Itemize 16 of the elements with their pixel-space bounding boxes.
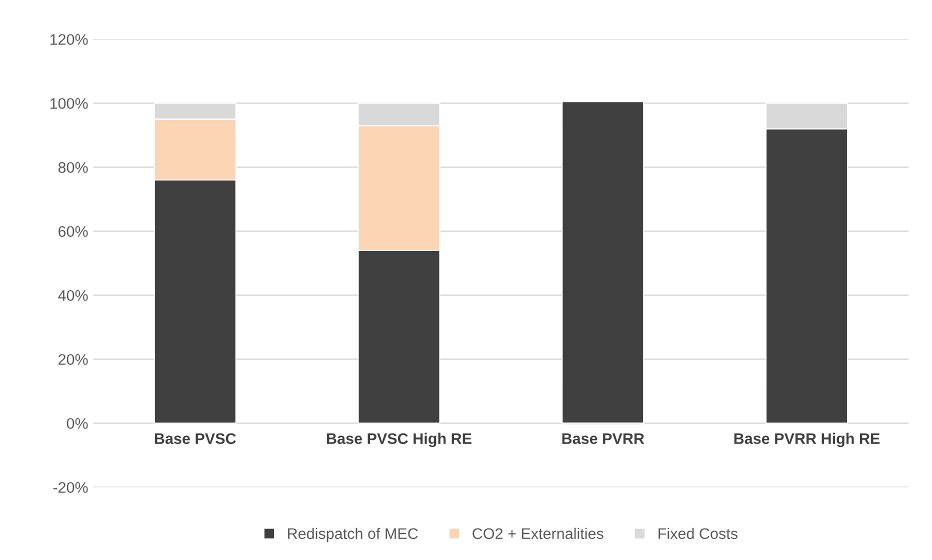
y-tick-label: 60% <box>58 226 88 237</box>
y-tick-label: 80% <box>58 162 88 173</box>
y-tick-label: 40% <box>58 290 88 301</box>
legend-label: Fixed Costs <box>658 528 738 540</box>
bar <box>562 101 644 424</box>
legend-label: Redispatch of MEC <box>288 528 418 542</box>
y-tick-label: 100% <box>50 98 88 109</box>
x-tick-label: Base PVRR High RE <box>734 432 880 448</box>
legend-label: CO2 + Externalities <box>472 528 604 540</box>
x-tick-label: Base PVSC High RE <box>327 432 472 448</box>
y-tick-label: 120% <box>50 34 88 45</box>
y-tick-label: 20% <box>58 354 88 365</box>
y-tick-label: -20% <box>53 482 88 493</box>
x-tick-label: Base PVSC <box>154 433 236 444</box>
y-tick-label: 0% <box>66 418 88 429</box>
x-tick-label: Base PVRR <box>562 433 644 444</box>
